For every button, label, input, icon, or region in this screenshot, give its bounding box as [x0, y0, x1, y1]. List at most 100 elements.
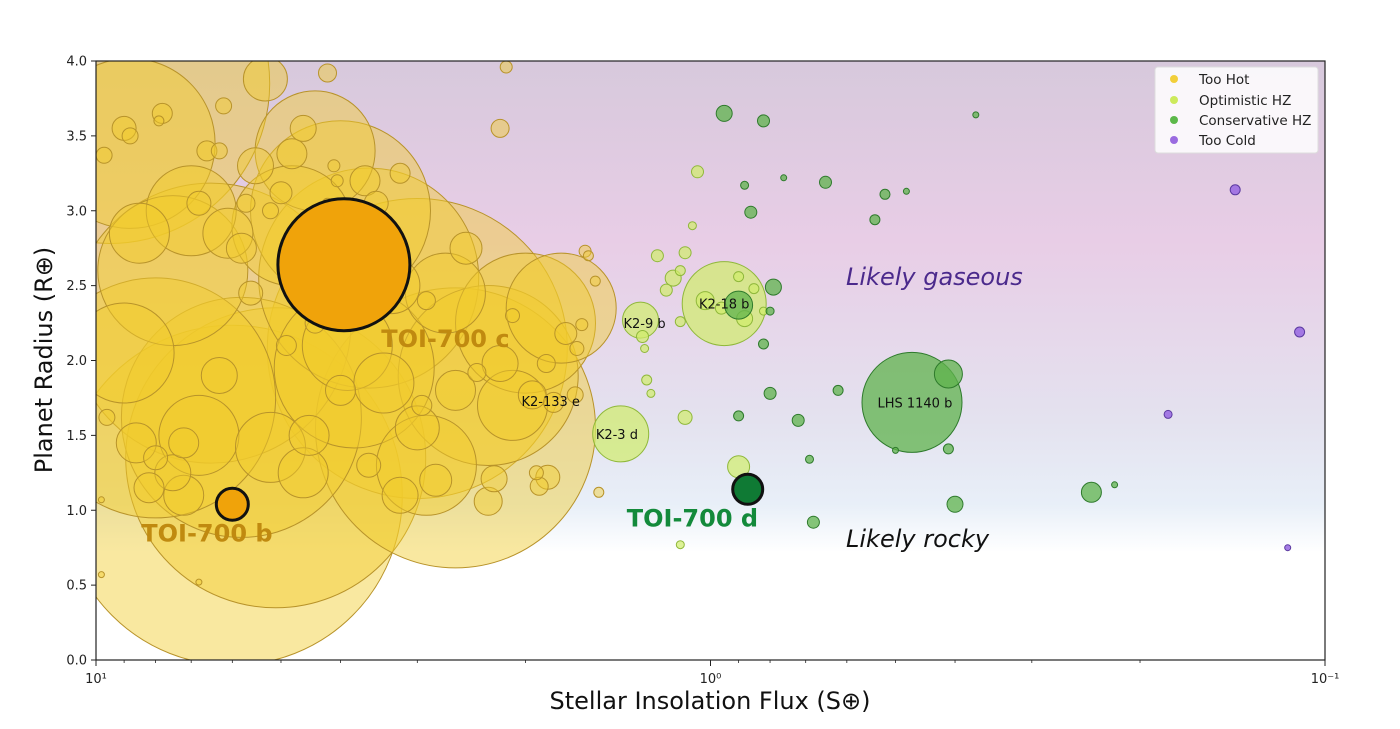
planet-point-too-hot: [235, 411, 306, 483]
planet-point-too-hot: [349, 165, 381, 197]
planet-point-too-hot: [275, 335, 297, 356]
planet-point-optimistic-hz: [674, 265, 686, 277]
planet-point-conservative-hz: [869, 214, 881, 226]
planet-point-conservative-hz: [1111, 481, 1119, 489]
planet-point-too-hot: [490, 118, 510, 138]
planet-point-conservative-hz: [763, 386, 777, 400]
planet-point-too-hot: [96, 61, 271, 244]
points-layer: [96, 61, 1306, 660]
planet-point-conservative-hz: [765, 306, 775, 316]
planet-point-conservative-hz: [832, 384, 844, 396]
planet-point-optimistic-hz: [675, 540, 685, 550]
planet-point-too-hot: [276, 138, 308, 170]
planet-point-optimistic-hz: [691, 165, 704, 179]
planet-point-conservative-hz: [764, 278, 782, 296]
planet-point-too-hot: [121, 127, 139, 145]
planet-label-k2-9-b: K2-9 b: [624, 317, 666, 332]
planet-point-conservative-hz: [724, 290, 754, 320]
planet-point-too-hot: [237, 147, 274, 185]
planet-point-too-hot: [455, 252, 596, 394]
planet-point-optimistic-hz: [733, 271, 745, 283]
planet-point-optimistic-hz: [641, 374, 653, 386]
planet-point-conservative-hz: [744, 205, 758, 219]
planet-point-conservative-hz: [942, 443, 954, 455]
planet-point-too-hot: [381, 476, 419, 514]
highlight-label-toi-700-d: TOI-700 d: [627, 505, 758, 533]
planet-point-too-hot: [330, 174, 344, 188]
planet-point-conservative-hz: [806, 515, 820, 529]
planet-point-too-hot: [97, 571, 105, 579]
y-tick-label: 3.5: [66, 129, 87, 144]
planet-point-too-hot: [108, 202, 170, 264]
highlight-point-toi-700-d: [731, 472, 765, 506]
planet-label-lhs-1140-b: LHS 1140 b: [877, 396, 952, 411]
planet-point-too-hot: [153, 115, 165, 127]
planet-point-too-hot: [528, 465, 544, 481]
planet-point-optimistic-hz: [677, 409, 693, 425]
planet-point-too-hot: [589, 275, 601, 287]
planet-point-too-hot: [480, 465, 508, 493]
planet-point-too-hot: [394, 405, 440, 451]
x-tick-label: 10⁰: [700, 672, 722, 687]
planet-point-too-hot: [242, 61, 288, 102]
legend-marker-conservative-hz: [1170, 116, 1178, 124]
planet-point-too-hot: [210, 142, 228, 160]
highlight-point-toi-700-c: [276, 197, 412, 333]
planet-point-too-hot: [318, 63, 337, 83]
planet-point-optimistic-hz: [695, 291, 715, 311]
planet-point-too-hot: [566, 386, 584, 404]
planet-point-too-hot: [536, 354, 556, 373]
legend: Too Hot Optimistic HZ Conservative HZ To…: [1154, 66, 1319, 154]
planet-point-too-hot: [168, 427, 200, 459]
legend-label-too-cold: Too Cold: [1198, 133, 1256, 149]
planet-point-too-hot: [96, 302, 175, 404]
y-tick-label: 0.0: [66, 654, 87, 669]
planet-point-too-hot: [356, 452, 382, 478]
planet-point-optimistic-hz: [636, 330, 649, 343]
planet-point-too-hot: [575, 318, 589, 332]
planet-point-too-hot: [151, 102, 173, 124]
planet-point-conservative-hz: [1080, 481, 1102, 503]
planet-point-too-hot: [262, 202, 279, 220]
x-tick-label: 10⁻¹: [1311, 672, 1340, 687]
y-tick-label: 2.5: [66, 279, 87, 294]
y-axis-title: Planet Radius (R⊕): [30, 247, 58, 473]
x-axis-title: Stellar Insolation Flux (S⊕): [550, 687, 871, 715]
planet-point-too-cold: [1294, 326, 1306, 338]
planet-point-too-hot: [449, 231, 483, 265]
axis-ticks: 0.0 0.5 1.0 1.5 2.0 2.5 3.0 3.5 4.0 10¹ 10⁰ 10⁻¹: [66, 55, 1339, 688]
planet-point-too-hot: [115, 422, 157, 464]
planet-point-too-hot: [411, 394, 433, 416]
legend-marker-too-cold: [1170, 136, 1178, 144]
planet-point-conservative-hz: [805, 454, 814, 464]
planet-label-k2-3-d: K2-3 d: [596, 428, 638, 443]
legend-label-too-hot: Too Hot: [1198, 72, 1249, 88]
planet-point-too-hot: [96, 146, 113, 164]
plot-background: [96, 61, 1325, 660]
planet-point-conservative-hz: [902, 187, 910, 195]
planet-point-conservative-hz: [892, 446, 899, 454]
planet-point-too-hot: [196, 140, 218, 162]
planet-point-too-hot: [397, 285, 579, 466]
planet-point-too-hot: [353, 352, 415, 414]
planet-label-k2-18-b: K2-18 b: [699, 298, 749, 313]
planet-point-too-hot: [554, 322, 578, 345]
planet-point-too-hot: [582, 250, 594, 262]
planet-point-optimistic-hz: [640, 344, 650, 353]
planet-point-optimistic-hz: [674, 316, 686, 328]
planet-point-too-hot: [97, 496, 105, 504]
planet-point-too-hot: [543, 391, 565, 413]
highlight-label-toi-700-c: TOI-700 c: [381, 325, 509, 353]
planet-point-too-hot: [416, 291, 436, 311]
annotation-layer: TOI-700 b TOI-700 c TOI-700 d K2-18 b K2-9 b…: [141, 298, 952, 548]
planet-point-too-hot: [389, 162, 411, 184]
planet-point-optimistic-hz: [659, 283, 673, 297]
planet-point-too-hot: [529, 476, 549, 496]
planet-point-conservative-hz: [780, 174, 788, 182]
planet-point-conservative-hz: [740, 180, 750, 190]
planet-point-too-hot: [133, 472, 165, 504]
planet-point-too-hot: [225, 232, 257, 264]
planet-point-too-hot: [569, 341, 585, 356]
planet-point-too-hot: [97, 195, 249, 347]
planet-point-too-hot: [404, 252, 486, 334]
